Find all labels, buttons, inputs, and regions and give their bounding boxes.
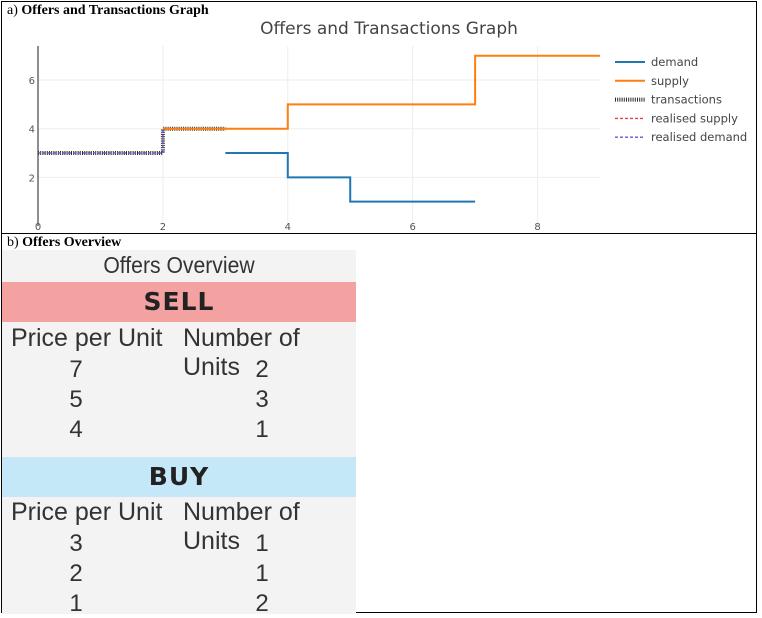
chart-title: Offers and Transactions Graph <box>260 19 518 39</box>
y-tick-label: 2 <box>29 173 35 184</box>
offers-overview: Offers Overview SELL Price per Unit Numb… <box>2 250 356 617</box>
legend-label-supply: supply <box>651 74 689 88</box>
realised-demand-line <box>38 128 226 154</box>
panel-a: a) Offers and Transactions Graph Offers … <box>1 1 757 234</box>
y-tick-label: 4 <box>29 125 35 136</box>
offers-transactions-chart: Offers and Transactions Graph 0 2 4 6 8 2 4 6 d… <box>29 19 748 233</box>
realised-supply-line <box>38 128 226 154</box>
panel-a-label: a) <box>7 3 18 18</box>
x-tick-label: 4 <box>285 222 291 233</box>
sell-units-header: Number of Units <box>183 324 300 381</box>
sell-units-cell: 2 <box>255 356 269 383</box>
y-tick-label: 6 <box>29 76 35 87</box>
supply-line <box>162 54 600 130</box>
sell-units-cell: 1 <box>255 416 269 443</box>
buy-units-cell: 1 <box>255 530 269 557</box>
buy-units-cell: 1 <box>255 560 269 587</box>
buy-price-cell: 2 <box>69 560 83 587</box>
sell-band: SELL <box>2 282 356 322</box>
legend-label-demand: demand <box>651 55 698 69</box>
buy-units-cell: 2 <box>255 590 269 617</box>
buy-price-header: Price per Unit <box>11 498 163 526</box>
panel-b-caption: b) Offers Overview <box>7 235 121 251</box>
sell-price-cell: 5 <box>69 386 83 413</box>
panel-a-caption: a) Offers and Transactions Graph <box>7 3 209 19</box>
panel-b-label: b) <box>7 235 19 250</box>
legend-label-realised-supply: realised supply <box>651 111 738 125</box>
panel-b: b) Offers Overview Offers Overview SELL … <box>1 233 757 617</box>
buy-price-cell: 3 <box>69 530 83 557</box>
transactions-line <box>38 126 226 156</box>
overview-title: Offers Overview <box>103 252 255 278</box>
legend-label-realised-demand: realised demand <box>651 130 747 144</box>
panel-a-caption-text: Offers and Transactions Graph <box>21 3 209 18</box>
sell-price-cell: 7 <box>69 356 83 383</box>
legend-label-transactions: transactions <box>651 93 722 107</box>
buy-units-header: Number of Units <box>183 498 300 555</box>
demand-line <box>225 152 476 203</box>
buy-price-cell: 1 <box>69 590 83 617</box>
x-tick-label: 6 <box>409 222 415 233</box>
sell-price-cell: 4 <box>69 416 83 443</box>
x-tick-label: 8 <box>534 222 540 233</box>
buy-band: BUY <box>2 457 356 497</box>
x-tick-label: 2 <box>160 222 166 233</box>
sell-units-cell: 3 <box>255 386 269 413</box>
sell-price-header: Price per Unit <box>11 324 163 352</box>
panel-b-caption-text: Offers Overview <box>22 235 122 250</box>
x-tick-label: 0 <box>35 222 41 233</box>
